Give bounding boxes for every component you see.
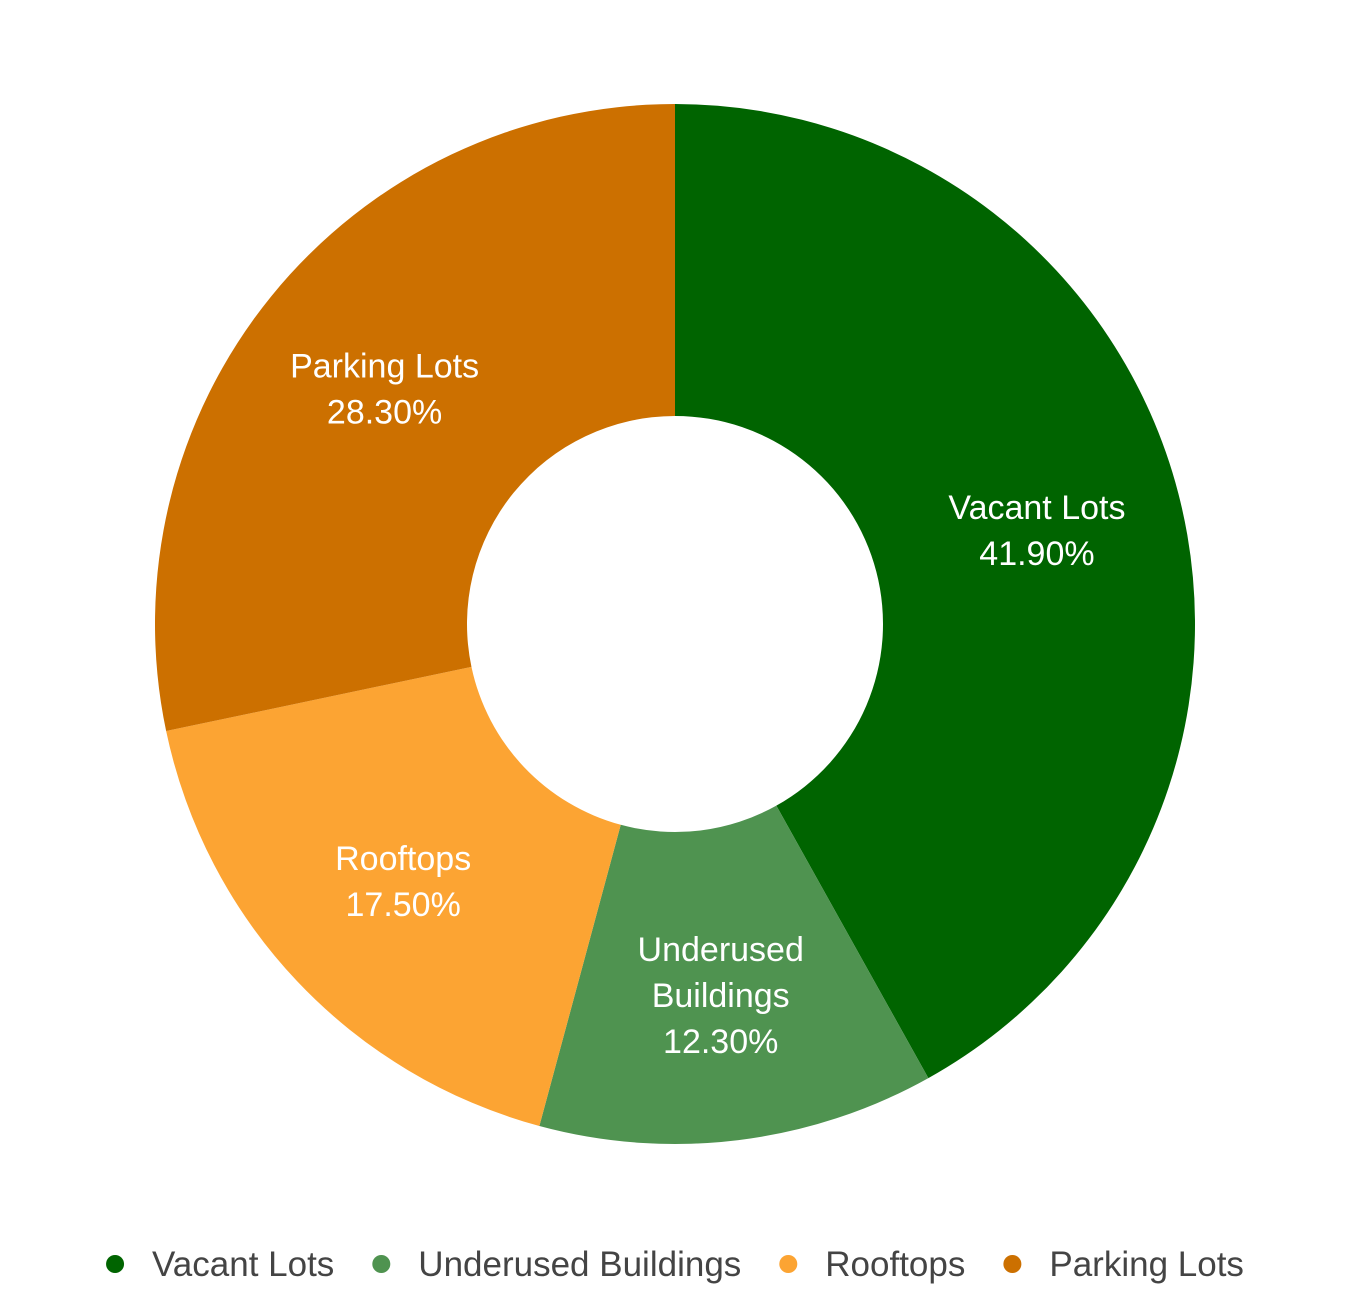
legend-item-underused-buildings: Underused Buildings bbox=[372, 1245, 741, 1284]
data-label-parking-lots: Parking Lots 28.30% bbox=[290, 347, 479, 431]
legend-marker-vacant-lots bbox=[106, 1255, 125, 1273]
legend-item-rooftops: Rooftops bbox=[779, 1245, 965, 1284]
data-label-underused-buildings: Underused Buildings 12.30% bbox=[638, 931, 804, 1061]
legend-label-rooftops: Rooftops bbox=[825, 1245, 965, 1284]
slice-rooftops bbox=[166, 666, 621, 1126]
legend-label-underused-buildings: Underused Buildings bbox=[418, 1245, 741, 1284]
chart-data-labels: Vacant Lots 41.90% Underused Buildings 12.30… bbox=[290, 347, 1125, 1061]
slice-vacant-lots bbox=[675, 104, 1196, 1079]
legend-marker-parking-lots bbox=[1003, 1255, 1022, 1273]
slice-underused-buildings bbox=[539, 805, 929, 1144]
legend-label-vacant-lots: Vacant Lots bbox=[152, 1245, 334, 1284]
data-label-rooftops: Rooftops 17.50% bbox=[335, 840, 471, 924]
slice-parking-lots bbox=[154, 104, 675, 732]
legend-item-vacant-lots: Vacant Lots bbox=[106, 1245, 334, 1284]
chart-slices bbox=[154, 104, 1196, 1144]
legend-item-parking-lots: Parking Lots bbox=[1003, 1245, 1244, 1284]
legend-label-parking-lots: Parking Lots bbox=[1049, 1245, 1244, 1284]
chart-legend: Vacant Lots Underused Buildings Rooftops Pa… bbox=[106, 1245, 1244, 1284]
data-label-vacant-lots: Vacant Lots 41.90% bbox=[948, 489, 1125, 573]
legend-marker-rooftops bbox=[779, 1255, 798, 1273]
legend-marker-underused-buildings bbox=[372, 1255, 391, 1273]
